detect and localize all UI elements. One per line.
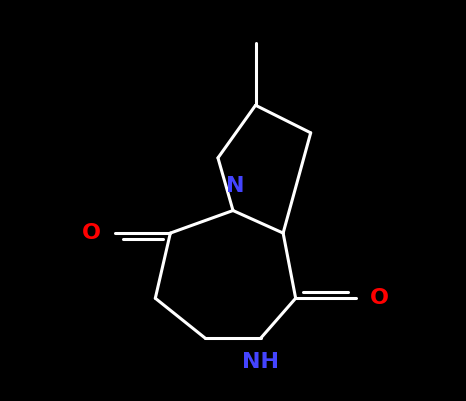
Text: N: N [226, 176, 245, 196]
Text: O: O [370, 288, 389, 308]
Text: O: O [82, 223, 101, 243]
Text: NH: NH [242, 352, 279, 373]
